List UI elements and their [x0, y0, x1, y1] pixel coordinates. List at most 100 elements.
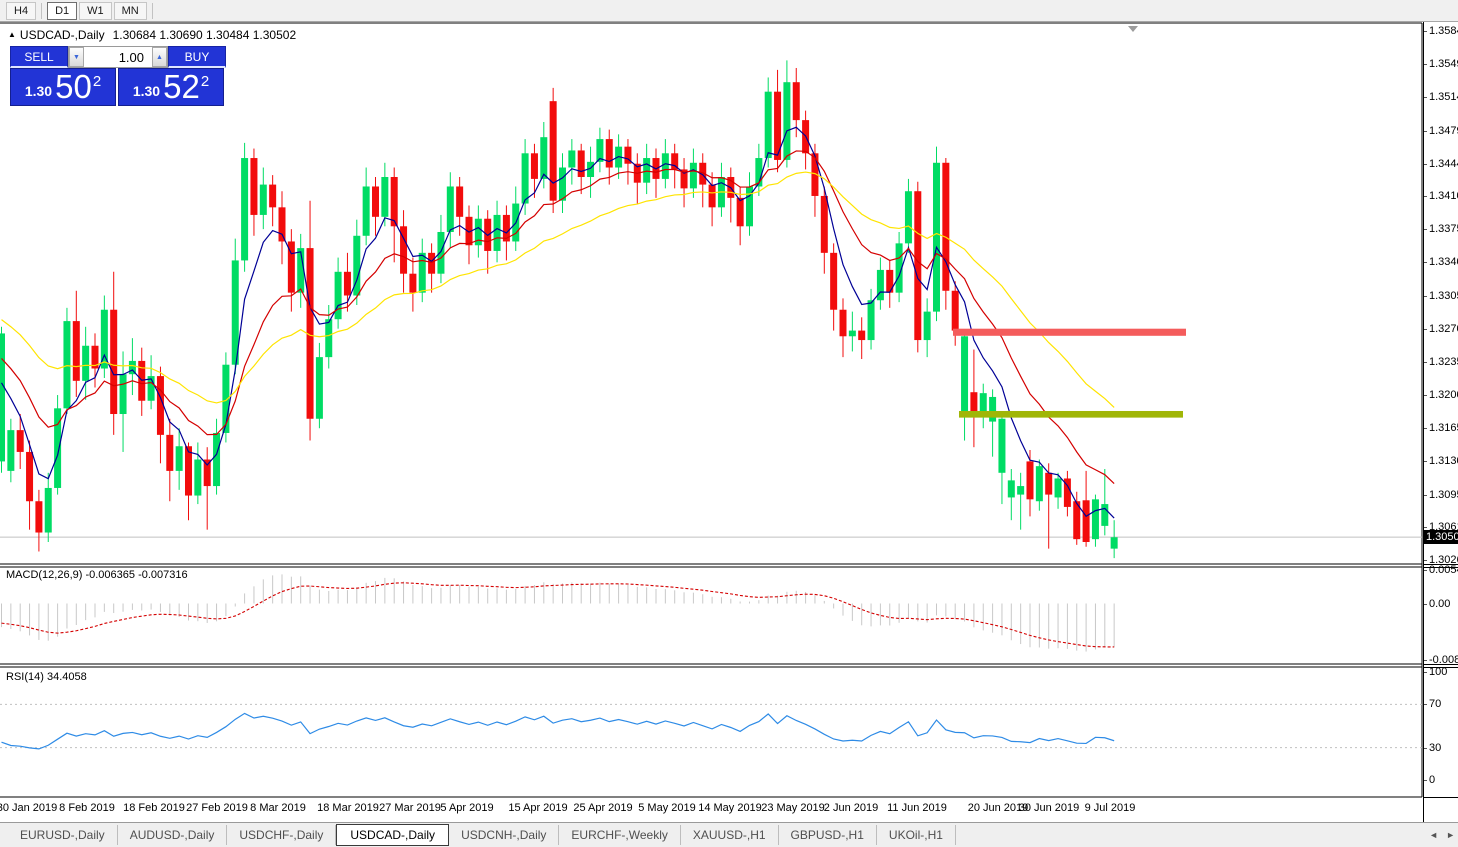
volume-increase-icon[interactable]: ▲	[152, 47, 167, 67]
candle-body	[605, 139, 613, 168]
candle-body	[418, 252, 426, 293]
rsi-line	[1, 712, 1115, 750]
candle-body	[820, 195, 828, 253]
candle-body	[989, 396, 997, 422]
chart-tab-eurchf-weekly[interactable]: EURCHF-,Weekly	[559, 825, 681, 845]
timeframe-button-mn[interactable]: MN	[113, 1, 147, 20]
timeframe-button-h4[interactable]: H4	[6, 1, 37, 20]
volume-decrease-icon[interactable]: ▼	[69, 47, 84, 67]
candle-body	[643, 158, 651, 183]
resistance-zone	[953, 328, 1186, 336]
candle-body	[848, 330, 856, 337]
candle-body	[269, 184, 277, 208]
candle-body	[400, 226, 408, 274]
candle-body	[998, 418, 1006, 473]
collapse-panel-icon[interactable]: ▲	[8, 30, 16, 39]
candle-body	[755, 158, 763, 187]
timeframe-button-w1[interactable]: W1	[79, 1, 112, 20]
chart-tab-bar: EURUSD-,Daily AUDUSD-,Daily USDCHF-,Daily U…	[0, 822, 1458, 847]
candle-body	[91, 345, 99, 369]
chart-tab-ukoil-h1[interactable]: UKOil-,H1	[877, 825, 956, 845]
sell-price-main: 50	[55, 68, 92, 105]
toolbar-separator	[41, 2, 43, 19]
candle-body	[297, 248, 305, 293]
candle-body	[334, 271, 342, 320]
candle-body	[979, 393, 987, 417]
rsi-label: RSI(14) 34.4058	[6, 671, 87, 683]
candle-body	[895, 243, 903, 293]
price-axis-label: 1.30950	[1424, 489, 1458, 501]
candle-body	[1101, 504, 1109, 526]
price-axis-label: 1.32700	[1424, 323, 1458, 335]
candle-body	[680, 169, 688, 189]
candle-body	[26, 451, 34, 502]
candle-body	[1017, 486, 1025, 495]
date-axis-label: 8 Mar 2019	[250, 802, 306, 814]
chart-tab-audusd-daily[interactable]: AUDUSD-,Daily	[118, 825, 228, 845]
rsi-axis-label: 100	[1423, 666, 1448, 678]
timeframe-button-d1[interactable]: D1	[47, 1, 78, 20]
candle-body	[699, 162, 707, 185]
candle-body	[736, 197, 744, 227]
buy-price-pipette: 2	[200, 73, 210, 90]
candle-body	[1026, 461, 1034, 500]
price-axis-label: 1.34790	[1424, 125, 1458, 137]
price-axis-label: 1.32350	[1424, 356, 1458, 368]
chart-tab-gbpusd-h1[interactable]: GBPUSD-,H1	[779, 825, 877, 845]
candle-body	[250, 158, 258, 215]
candle-body	[708, 184, 716, 208]
candle-body	[343, 271, 351, 296]
buy-button[interactable]: BUY	[168, 46, 226, 68]
candle-body	[16, 430, 24, 452]
candle-body	[970, 392, 978, 417]
chart-tab-usdchf-daily[interactable]: USDCHF-,Daily	[227, 825, 337, 845]
chart-tab-xauusd-h1[interactable]: XAUUSD-,H1	[681, 825, 779, 845]
sell-button[interactable]: SELL	[10, 46, 68, 68]
chart-shift-marker-icon[interactable]	[1128, 26, 1138, 32]
candle-body	[315, 357, 323, 419]
price-axis-label: 1.35140	[1424, 91, 1458, 103]
candle-body	[128, 360, 136, 375]
candle-body	[830, 252, 838, 310]
tab-scroll-left-icon[interactable]: ◄	[1429, 830, 1439, 840]
price-chart[interactable]: MACD(12,26,9) -0.006365 -0.007316 RSI(14)…	[0, 22, 1423, 798]
candle-body	[886, 269, 894, 293]
date-axis-label: 9 Jul 2019	[1084, 802, 1136, 814]
buy-price-box[interactable]: 1.30 52 2	[118, 68, 224, 106]
chart-tab-usdcnh-daily[interactable]: USDCNH-,Daily	[449, 825, 560, 845]
candle-body	[951, 290, 959, 331]
date-axis-label: 18 Feb 2019	[123, 802, 185, 814]
candle-body	[278, 207, 286, 242]
candle-body	[689, 162, 697, 189]
candle-body	[624, 146, 632, 164]
candle-body	[521, 153, 529, 204]
volume-value[interactable]: 1.00	[118, 49, 144, 65]
candle-body	[746, 186, 753, 227]
tab-scroll-right-icon[interactable]: ►	[1446, 830, 1455, 840]
candle-body	[1063, 478, 1071, 507]
date-axis-label: 2 Jun 2019	[823, 802, 879, 814]
date-axis[interactable]: 30 Jan 2019 8 Feb 2019 18 Feb 2019 27 Feb 2…	[0, 798, 1423, 822]
ma-fast-line	[0, 126, 1115, 519]
macd-signal-line	[1, 582, 1115, 648]
candle-body	[72, 321, 80, 381]
candle-body	[372, 186, 379, 217]
chart-header: ▲ USDCAD-,Daily 1.30684 1.30690 1.30484 1.…	[8, 28, 296, 42]
date-axis-label: 27 Mar 2019	[379, 802, 441, 814]
candle-body	[213, 432, 221, 487]
support-zone	[959, 410, 1183, 418]
candle-body	[661, 153, 669, 179]
sell-price-prefix: 1.30	[24, 83, 53, 99]
candle-body	[933, 162, 940, 312]
candle-body	[82, 345, 90, 381]
price-axis[interactable]: 1.35840 1.35490 1.35140 1.34790 1.34440 1.341…	[1423, 22, 1458, 822]
price-axis-label: 1.32000	[1424, 389, 1458, 401]
candle-body	[222, 364, 230, 433]
candle-body	[568, 150, 576, 168]
chart-tab-eurusd-daily[interactable]: EURUSD-,Daily	[8, 825, 118, 845]
candle-body	[1110, 537, 1118, 549]
date-axis-label: 25 Apr 2019	[573, 802, 633, 814]
chart-tab-usdcad-daily[interactable]: USDCAD-,Daily	[336, 824, 450, 846]
sell-price-box[interactable]: 1.30 50 2	[10, 68, 116, 106]
candle-body	[119, 374, 127, 415]
